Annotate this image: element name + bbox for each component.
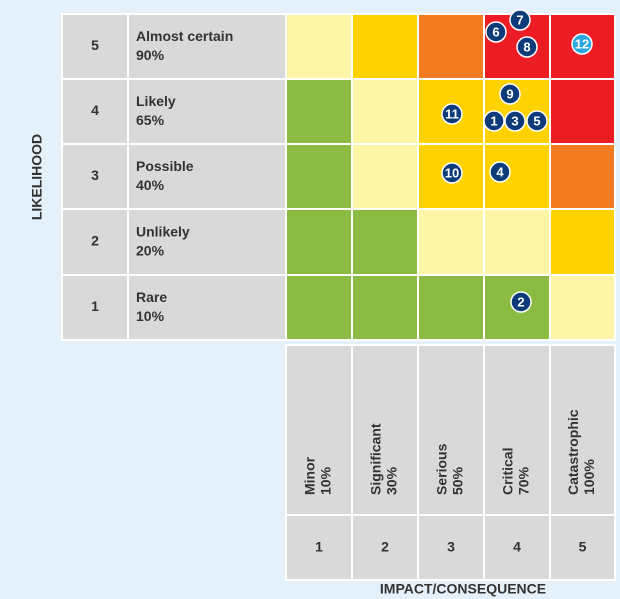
impact-level-cell [285, 514, 353, 581]
impact-label-cell [285, 344, 353, 516]
likelihood-percent: 90% [136, 47, 165, 63]
matrix-cell [351, 274, 419, 341]
impact-level: 3 [447, 539, 455, 555]
risk-id: 4 [496, 164, 504, 179]
matrix-cell [549, 208, 616, 276]
risk-id: 1 [490, 113, 497, 128]
label-cell [127, 274, 287, 341]
matrix-cell [351, 78, 419, 145]
risk-id: 9 [506, 86, 513, 101]
risk-marker [526, 110, 548, 132]
impact-level: 1 [315, 539, 323, 555]
matrix-cell [549, 143, 616, 210]
risk-id: 6 [492, 24, 499, 39]
risk-id: 10 [445, 165, 459, 180]
risk-marker [441, 162, 463, 184]
level-cell [61, 274, 129, 341]
impact-name: Significant [368, 423, 384, 495]
matrix-cell [351, 143, 419, 210]
risk-marker [509, 9, 531, 31]
likelihood-level: 1 [91, 298, 99, 314]
matrix-cell [483, 208, 551, 276]
risk-marker [441, 103, 463, 125]
likelihood-percent: 65% [136, 112, 165, 128]
label-cell [127, 208, 287, 276]
likelihood-percent: 10% [136, 308, 165, 324]
matrix-cell [351, 208, 419, 276]
matrix-cell [285, 274, 353, 341]
impact-level: 5 [579, 539, 587, 555]
impact-level-cell [351, 514, 419, 581]
risk-id: 8 [523, 39, 530, 54]
risk-id: 2 [517, 294, 524, 309]
risk-id: 11 [445, 106, 459, 121]
impact-name: Catastrophic [565, 409, 581, 495]
matrix-cell [285, 143, 353, 210]
risk-marker [516, 36, 538, 58]
impact-level-cell [417, 514, 485, 581]
risk-id: 3 [511, 113, 518, 128]
impact-level-cell [549, 514, 616, 581]
likelihood-name: Unlikely [136, 224, 190, 240]
level-cell [61, 208, 129, 276]
likelihood-percent: 40% [136, 177, 165, 193]
matrix-cell [351, 13, 419, 80]
risk-marker [483, 110, 505, 132]
risk-id: 5 [533, 113, 540, 128]
label-cell [127, 13, 287, 80]
likelihood-name: Possible [136, 158, 194, 174]
matrix-cell [285, 13, 353, 80]
impact-percent: 30% [384, 466, 400, 495]
matrix-cell [417, 208, 485, 276]
impact-name: Serious [434, 443, 450, 495]
impact-percent: 50% [450, 466, 466, 495]
impact-level: 4 [513, 539, 521, 555]
impact-name: Minor [302, 456, 318, 495]
impact-percent: 10% [318, 466, 334, 495]
likelihood-name: Almost certain [136, 28, 233, 44]
matrix-cell [549, 78, 616, 145]
impact-label-cell [549, 344, 616, 516]
likelihood-level: 4 [91, 102, 99, 118]
risk-id: 7 [516, 12, 523, 27]
level-cell [61, 143, 129, 210]
risk-marker [504, 110, 526, 132]
risk-marker [489, 161, 511, 183]
impact-name: Critical [500, 448, 516, 495]
likelihood-name: Likely [136, 93, 176, 109]
matrix-cell [417, 274, 485, 341]
risk-marker [499, 83, 521, 105]
label-cell [127, 143, 287, 210]
matrix-cell [417, 13, 485, 80]
risk-id: 12 [575, 36, 589, 51]
likelihood-percent: 20% [136, 243, 165, 259]
impact-level-cell [483, 514, 551, 581]
level-cell [61, 13, 129, 80]
risk-marker [571, 33, 593, 55]
likelihood-name: Rare [136, 289, 167, 305]
impact-percent: 70% [516, 466, 532, 495]
risk-marker [510, 291, 532, 313]
matrix-cell [285, 208, 353, 276]
impact-label-cell [417, 344, 485, 516]
impact-percent: 100% [581, 459, 597, 495]
impact-label: IMPACT/CONSEQUENCE [380, 581, 546, 597]
likelihood-level: 5 [91, 37, 99, 53]
matrix-cell [285, 78, 353, 145]
impact-level: 2 [381, 539, 389, 555]
likelihood-level: 2 [91, 233, 99, 249]
matrix-cell [549, 274, 616, 341]
likelihood-level: 3 [91, 167, 99, 183]
impact-label-cell [483, 344, 551, 516]
likelihood-label: LIKELIHOOD [29, 134, 45, 220]
risk-marker [485, 21, 507, 43]
